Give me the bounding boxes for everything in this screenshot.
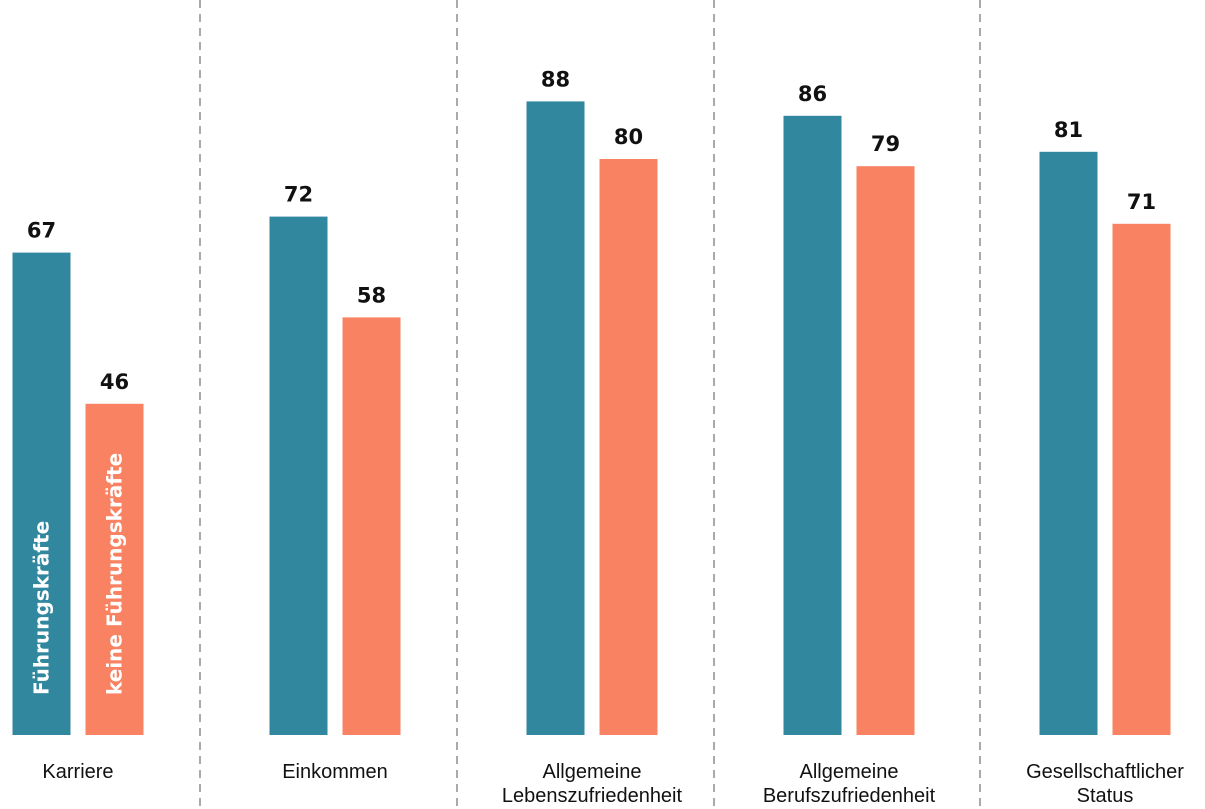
category-label-4-line-1: Allgemeine <box>800 761 899 783</box>
bar-keine-fuehrungskraefte-5 <box>1112 223 1171 736</box>
bar-keine-fuehrungskraefte-1 <box>85 403 144 735</box>
value-label-fuehrungskraefte-2: 72 <box>284 183 313 207</box>
category-label-1: Karriere <box>42 761 113 783</box>
value-label-keine-fuehrungskraefte-1: 46 <box>100 370 129 394</box>
series-label-fuehrungskraefte: Führungskräfte <box>30 521 54 695</box>
bar-fuehrungskraefte-1 <box>12 252 71 735</box>
bar-fuehrungskraefte-2 <box>269 216 328 736</box>
value-label-fuehrungskraefte-3: 88 <box>541 67 570 91</box>
bar-fuehrungskraefte-4 <box>783 115 842 736</box>
bar-fuehrungskraefte-5 <box>1039 151 1098 736</box>
series-label-keine-fuehrungskraefte: keine Führungskräfte <box>103 453 127 695</box>
category-label-3-line-1: Allgemeine <box>543 761 642 783</box>
category-label-5-line-1: Gesellschaftlicher <box>1026 761 1184 783</box>
value-label-keine-fuehrungskraefte-3: 80 <box>614 125 643 149</box>
value-label-keine-fuehrungskraefte-4: 79 <box>871 132 900 156</box>
bar-keine-fuehrungskraefte-2 <box>342 317 401 735</box>
category-label-3-line-2: Lebenszufriedenheit <box>502 785 683 807</box>
value-label-fuehrungskraefte-5: 81 <box>1054 118 1083 142</box>
value-label-keine-fuehrungskraefte-2: 58 <box>357 283 386 307</box>
bar-keine-fuehrungskraefte-4 <box>856 166 915 735</box>
value-label-fuehrungskraefte-4: 86 <box>798 82 827 106</box>
bar-fuehrungskraefte-3 <box>526 101 585 735</box>
value-label-keine-fuehrungskraefte-5: 71 <box>1127 190 1156 214</box>
category-label-5-line-2: Status <box>1077 785 1134 807</box>
category-label-4-line-2: Berufszufriedenheit <box>763 785 936 807</box>
category-label-2: Einkommen <box>282 761 388 783</box>
value-label-fuehrungskraefte-1: 67 <box>27 219 56 243</box>
bar-keine-fuehrungskraefte-3 <box>599 159 658 735</box>
